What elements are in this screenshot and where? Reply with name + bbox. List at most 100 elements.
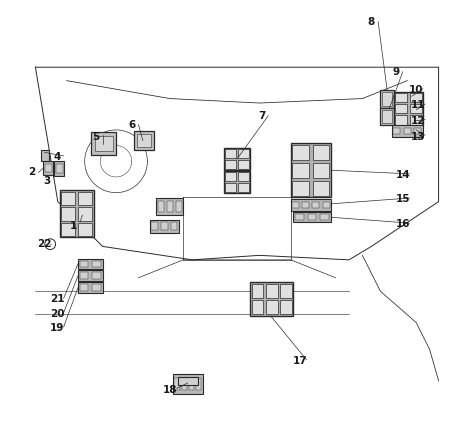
Bar	[151, 222, 158, 230]
Bar	[291, 143, 331, 197]
Bar	[291, 199, 331, 211]
Text: 12: 12	[411, 116, 426, 126]
Bar	[414, 128, 421, 134]
Bar	[410, 115, 422, 125]
Bar	[280, 284, 292, 298]
Bar	[78, 259, 102, 269]
Text: 3: 3	[43, 177, 50, 186]
Bar	[137, 134, 151, 147]
Bar	[134, 131, 154, 150]
Text: 22: 22	[37, 239, 52, 249]
Bar	[60, 190, 94, 237]
Text: 1: 1	[70, 221, 77, 231]
Bar	[196, 378, 201, 390]
Bar	[302, 202, 310, 208]
Bar	[403, 128, 411, 134]
Bar	[80, 272, 89, 279]
Text: 4: 4	[53, 152, 61, 162]
Bar	[45, 164, 52, 172]
Bar	[54, 161, 64, 176]
Bar	[252, 300, 264, 314]
Bar	[238, 183, 249, 192]
Text: 19: 19	[50, 323, 64, 333]
Bar	[392, 125, 423, 137]
Text: 6: 6	[128, 121, 136, 130]
Text: 14: 14	[395, 170, 410, 180]
Bar	[410, 93, 422, 102]
Bar	[176, 202, 182, 211]
Bar	[62, 207, 75, 220]
Text: 9: 9	[392, 67, 400, 77]
Bar	[41, 150, 49, 161]
Bar	[178, 377, 198, 385]
Bar	[292, 163, 310, 178]
Text: 16: 16	[395, 219, 410, 229]
Text: 13: 13	[411, 132, 426, 142]
Bar	[393, 128, 401, 134]
Bar	[44, 161, 53, 175]
Bar	[295, 214, 304, 220]
Bar	[92, 284, 101, 291]
Text: 20: 20	[50, 309, 64, 319]
Bar	[171, 222, 177, 230]
Bar	[182, 378, 187, 390]
Bar	[173, 374, 202, 394]
Bar	[380, 108, 394, 125]
Text: 15: 15	[395, 194, 410, 204]
Bar	[92, 272, 101, 279]
Bar	[158, 202, 164, 211]
Bar	[92, 261, 101, 267]
Bar	[78, 207, 92, 220]
Bar	[78, 270, 102, 281]
Text: 8: 8	[368, 17, 375, 27]
Bar	[308, 214, 317, 220]
Bar	[292, 145, 310, 160]
Text: 5: 5	[92, 132, 100, 142]
Bar	[394, 92, 423, 125]
Bar	[312, 163, 329, 178]
Bar	[150, 220, 179, 233]
Bar	[225, 172, 236, 181]
Bar	[292, 202, 299, 208]
Bar	[266, 300, 278, 314]
Text: 7: 7	[258, 112, 265, 121]
Bar	[395, 93, 407, 102]
Bar	[225, 160, 236, 169]
Bar	[225, 149, 236, 158]
Bar	[252, 284, 264, 298]
Bar	[224, 148, 250, 170]
Bar	[312, 181, 329, 196]
Bar	[167, 202, 173, 211]
Bar	[293, 212, 331, 222]
Text: 11: 11	[411, 100, 426, 110]
Bar	[383, 92, 392, 106]
Text: 21: 21	[50, 294, 64, 304]
Bar	[78, 192, 92, 205]
Bar	[174, 378, 180, 390]
Bar	[322, 202, 329, 208]
Bar	[62, 192, 75, 205]
Bar	[292, 181, 310, 196]
Bar	[380, 90, 394, 108]
Bar	[250, 282, 293, 316]
Text: 10: 10	[409, 85, 423, 95]
Bar	[62, 223, 75, 236]
Bar	[238, 172, 249, 181]
Bar	[156, 198, 183, 215]
Bar	[80, 261, 89, 267]
Bar	[312, 145, 329, 160]
Bar	[410, 104, 422, 113]
Bar	[280, 300, 292, 314]
Text: 17: 17	[292, 356, 307, 366]
Bar	[383, 111, 392, 124]
Bar	[161, 222, 168, 230]
Bar	[95, 135, 113, 151]
Text: 18: 18	[163, 385, 177, 395]
Bar	[80, 284, 89, 291]
Bar	[266, 284, 278, 298]
Bar	[189, 378, 194, 390]
Text: 2: 2	[28, 168, 36, 177]
Bar	[91, 132, 116, 155]
Bar	[320, 214, 329, 220]
Bar	[78, 282, 102, 293]
